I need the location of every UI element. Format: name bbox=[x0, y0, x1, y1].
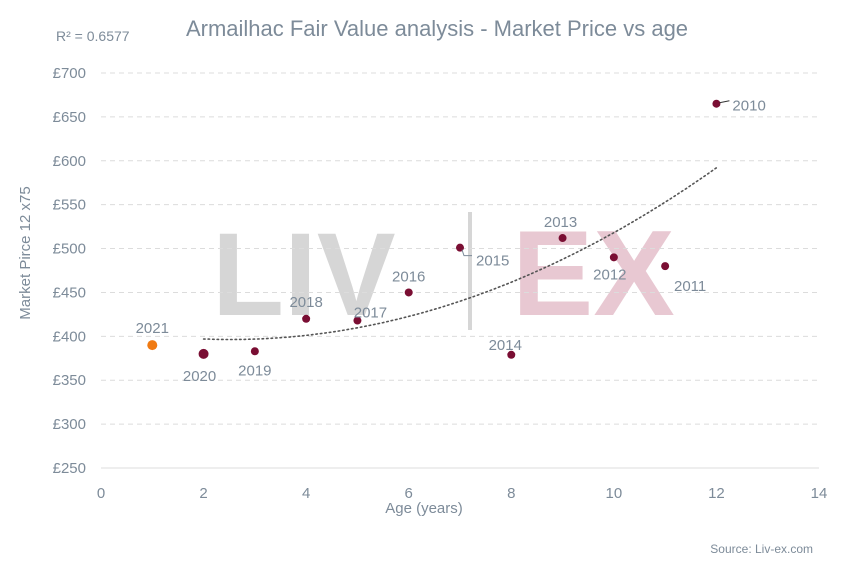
y-tick-label: £500 bbox=[53, 241, 86, 258]
point-label-2010: 2010 bbox=[732, 98, 765, 115]
data-point-2014 bbox=[507, 350, 516, 359]
x-tick-label: 6 bbox=[405, 485, 413, 502]
label-leader bbox=[461, 249, 472, 257]
y-axis-label: Market Pirce 12 x75 bbox=[17, 186, 34, 319]
point-label-2018: 2018 bbox=[289, 294, 322, 311]
data-point-2018 bbox=[302, 314, 311, 323]
y-axis-ticks: £250 £300 £350 £400 £450 £500 £550 £600 £650 £700 bbox=[53, 65, 86, 477]
label-leader bbox=[719, 100, 730, 104]
data-point-2010 bbox=[712, 99, 721, 108]
data-point-2021 bbox=[147, 340, 158, 351]
point-label-2012: 2012 bbox=[593, 266, 626, 283]
point-label-2014: 2014 bbox=[489, 337, 522, 354]
x-tick-label: 8 bbox=[507, 485, 515, 502]
data-points: 2021 2020 2019 2018 2017 2016 2015 2014 2013 2012… bbox=[136, 98, 766, 385]
y-tick-label: £550 bbox=[53, 197, 86, 214]
trendline bbox=[202, 167, 718, 341]
data-point-2015 bbox=[456, 243, 464, 252]
point-label-2015: 2015 bbox=[476, 253, 509, 270]
source-label: Source: Liv-ex.com bbox=[710, 542, 813, 556]
data-point-2017 bbox=[353, 316, 362, 325]
x-tick-label: 0 bbox=[97, 485, 105, 502]
y-tick-label: £250 bbox=[53, 460, 86, 477]
x-tick-label: 2 bbox=[199, 485, 207, 502]
watermark: LIV EX bbox=[212, 205, 675, 341]
point-label-2019: 2019 bbox=[238, 362, 271, 379]
y-tick-label: £700 bbox=[53, 65, 86, 82]
r-squared-label: R² = 0.6577 bbox=[56, 28, 130, 44]
data-point-2012 bbox=[609, 253, 618, 262]
data-point-2013 bbox=[558, 234, 567, 243]
y-tick-label: £400 bbox=[53, 328, 86, 345]
y-tick-label: £350 bbox=[53, 372, 86, 389]
data-point-2019 bbox=[250, 347, 259, 356]
watermark-divider bbox=[468, 212, 472, 330]
point-label-2021: 2021 bbox=[136, 320, 169, 337]
x-tick-label: 4 bbox=[302, 485, 310, 502]
data-point-2020 bbox=[198, 348, 209, 359]
point-label-2011: 2011 bbox=[674, 278, 706, 295]
x-axis-ticks: 0 2 4 6 8 10 12 14 bbox=[97, 485, 828, 502]
y-tick-label: £300 bbox=[53, 416, 86, 433]
point-label-2017: 2017 bbox=[354, 305, 387, 322]
y-tick-label: £450 bbox=[53, 284, 86, 301]
x-tick-label: 14 bbox=[811, 485, 828, 502]
point-label-2020: 2020 bbox=[183, 368, 216, 385]
chart-title: Armailhac Fair Value analysis - Market P… bbox=[186, 16, 688, 41]
x-tick-label: 10 bbox=[606, 485, 623, 502]
point-label-2013: 2013 bbox=[544, 214, 577, 231]
x-tick-label: 12 bbox=[708, 485, 725, 502]
watermark-right: EX bbox=[512, 205, 675, 341]
grid-lines bbox=[101, 72, 819, 469]
y-tick-label: £600 bbox=[53, 153, 86, 170]
data-point-2016 bbox=[404, 288, 413, 297]
trendline-path bbox=[202, 167, 718, 341]
point-label-2016: 2016 bbox=[392, 268, 425, 285]
data-point-2011 bbox=[661, 262, 670, 271]
x-axis-label: Age (years) bbox=[385, 500, 463, 517]
y-tick-label: £650 bbox=[53, 109, 86, 126]
